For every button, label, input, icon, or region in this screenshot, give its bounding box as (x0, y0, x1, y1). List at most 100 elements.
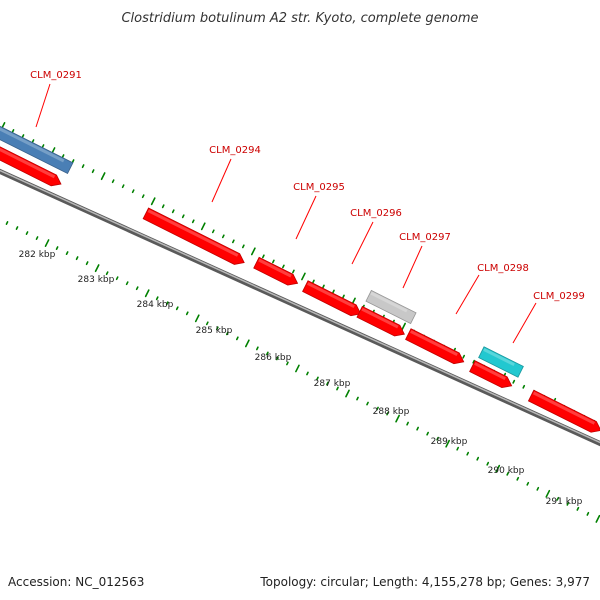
track-minor-tick (155, 296, 159, 301)
track-minor-tick (566, 501, 570, 506)
gene-feature-10 (527, 389, 600, 433)
gene-clm_0296 (365, 289, 417, 325)
track-minor-tick (556, 496, 560, 501)
track-minor-tick (506, 471, 510, 476)
scale-tick-label: 289 kbp (431, 437, 468, 447)
scale-tick-label: 285 kbp (196, 326, 233, 336)
track-major-tick (150, 197, 156, 206)
track-minor-tick (111, 179, 115, 184)
track-minor-tick (266, 351, 269, 356)
backbone-highlight (0, 169, 600, 444)
track-minor-tick (322, 284, 325, 289)
track-major-tick (244, 339, 250, 348)
scale-tick-label: 290 kbp (488, 466, 525, 476)
track-minor-tick (141, 194, 145, 199)
track-minor-tick (476, 456, 480, 461)
track-major-tick (395, 414, 400, 423)
track-minor-tick (115, 276, 119, 281)
backbone-track (0, 168, 600, 447)
gene-label-clm_0291: CLM_0291 (30, 70, 82, 81)
gene-arrow-highlight (370, 291, 408, 313)
track-minor-tick (85, 261, 89, 266)
track-minor-tick (121, 184, 125, 189)
track-minor-tick (75, 256, 79, 261)
track-minor-tick (31, 139, 35, 143)
gene-arrow-highlight (0, 123, 65, 163)
track-minor-tick (221, 234, 225, 239)
gene-clm_0291 (0, 121, 74, 175)
track-minor-tick (21, 134, 25, 138)
track-minor-tick (91, 169, 95, 174)
track-minor-tick (105, 271, 109, 276)
track-minor-tick (125, 281, 129, 286)
gene-feature-7 (405, 328, 465, 365)
track-major-tick (495, 464, 501, 473)
track-minor-tick (41, 144, 45, 148)
gene-arrow-highlight (474, 362, 506, 381)
track-minor-tick (586, 511, 590, 516)
track-major-tick (194, 314, 200, 323)
track-minor-tick (376, 406, 379, 411)
track-minor-tick (262, 254, 265, 259)
track-minor-tick (292, 269, 295, 274)
track-major-tick (545, 489, 551, 498)
gene-features (0, 121, 600, 433)
map-title: Clostridium botulinum A2 str. Kyoto, com… (121, 11, 478, 26)
track-minor-tick (282, 264, 285, 269)
track-major-tick (44, 239, 50, 248)
track-minor-tick (356, 396, 359, 401)
gene-arrow-highlight (361, 307, 399, 329)
track-major-tick (401, 322, 406, 331)
track-major-tick (144, 289, 150, 298)
track-minor-tick (316, 376, 319, 381)
track-minor-tick (35, 236, 39, 240)
gene-clm_0299 (478, 346, 524, 378)
track-minor-tick (11, 129, 15, 133)
track-minor-tick (512, 379, 516, 384)
track-minor-tick (165, 301, 169, 306)
track-minor-tick (241, 244, 245, 249)
gene-feature-1 (0, 144, 62, 187)
track-minor-tick (215, 326, 219, 331)
track-minor-tick (472, 359, 476, 364)
track-minor-tick (171, 209, 175, 214)
track-minor-tick (576, 506, 580, 511)
scale-tick-labels: 282 kbp 283 kbp 284 kbp 285 kbp 286 kbp 287 k… (19, 250, 583, 507)
gene-arrow-highlight (483, 348, 515, 367)
leader-line (35, 83, 51, 128)
track-minor-tick (185, 311, 189, 316)
gene-arrow-highlight (532, 391, 596, 425)
gene-label-clm_0299: CLM_0299 (533, 291, 585, 302)
leader-line (455, 274, 480, 315)
track-minor-tick (205, 321, 209, 326)
gene-label-clm_0297: CLM_0297 (399, 232, 451, 243)
gene-label-clm_0296: CLM_0296 (350, 208, 402, 219)
track-minor-tick (426, 431, 429, 436)
gene-arrow-highlight (307, 282, 355, 309)
track-minor-tick (256, 346, 259, 351)
track-minor-tick (15, 226, 19, 230)
track-minor-tick (55, 246, 59, 251)
leader-line (211, 158, 232, 203)
track-minor-tick (5, 221, 9, 225)
scale-tick-label: 288 kbp (373, 407, 410, 417)
topology-summary: Topology: circular; Length: 4,155,278 bp… (259, 575, 590, 589)
track-minor-tick (416, 426, 419, 431)
track-minor-tick (366, 401, 369, 406)
track-minor-tick (386, 411, 389, 416)
gene-arrow-body (365, 289, 417, 325)
gene-arrow-highlight (147, 209, 239, 257)
track-minor-tick (25, 231, 29, 235)
track-minor-tick (191, 219, 195, 224)
track-minor-tick (235, 336, 239, 341)
track-minor-tick (276, 356, 279, 361)
gene-label-clm_0295: CLM_0295 (293, 182, 345, 193)
track-minor-tick (462, 354, 466, 359)
track-major-tick (301, 272, 306, 281)
gene-arrow-highlight (258, 258, 292, 278)
track-minor-tick (131, 189, 135, 194)
track-minor-tick (81, 164, 85, 169)
track-minor-tick (211, 229, 215, 234)
gene-feature-9 (469, 360, 513, 389)
